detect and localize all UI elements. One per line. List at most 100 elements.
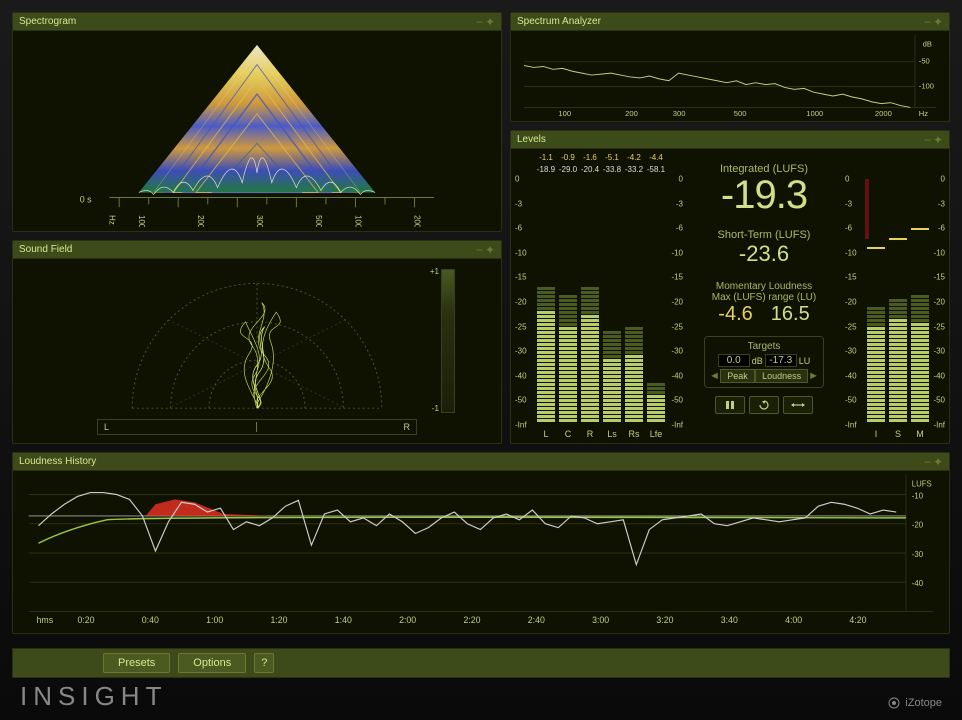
minimize-icon[interactable]: − (476, 16, 483, 28)
settings-icon[interactable]: ✦ (485, 16, 495, 28)
meter-M[interactable] (911, 179, 929, 423)
minimize-icon[interactable]: − (924, 456, 931, 468)
options-button[interactable]: Options (178, 653, 246, 673)
peak-readout: -1.6 (578, 153, 602, 162)
svg-text:1:00: 1:00 (206, 615, 223, 625)
link-button[interactable] (783, 396, 813, 414)
levels-title: Levels (517, 134, 546, 145)
meter-Ls[interactable] (603, 179, 621, 423)
spectrum-header: Spectrum Analyzer − ✦ (511, 13, 949, 31)
meter-L[interactable] (537, 179, 555, 423)
svg-text:300: 300 (673, 109, 686, 117)
settings-icon[interactable]: ✦ (933, 16, 943, 28)
svg-text:300: 300 (255, 215, 264, 227)
svg-text:dB: dB (923, 39, 932, 48)
ism-label: I (867, 429, 885, 439)
channel-label: L (537, 429, 555, 439)
meter-C[interactable] (559, 179, 577, 423)
svg-text:3:40: 3:40 (721, 615, 738, 625)
settings-icon[interactable]: ✦ (933, 134, 943, 146)
soundfield-lr-meter: L R (97, 419, 417, 435)
svg-text:-30: -30 (912, 550, 924, 559)
spectrogram-display[interactable]: 0 s Hz 100 200 300 500 1000 2000 (17, 35, 497, 227)
meter-R[interactable] (581, 179, 599, 423)
momentary-range: 16.5 (771, 303, 810, 326)
svg-text:LUFS: LUFS (912, 480, 932, 489)
spectrogram-controls: − ✦ (476, 16, 495, 28)
help-button[interactable]: ? (254, 653, 274, 673)
peak-indicator (889, 238, 907, 240)
soundfield-scale[interactable] (441, 269, 455, 413)
channel-label: R (581, 429, 599, 439)
svg-text:2000: 2000 (875, 109, 892, 117)
meter-Rs[interactable] (625, 179, 643, 423)
svg-text:1:20: 1:20 (270, 615, 287, 625)
spectrogram-title: Spectrogram (19, 16, 76, 27)
settings-icon[interactable]: ✦ (933, 456, 943, 468)
svg-text:100: 100 (137, 215, 146, 227)
reset-button[interactable] (749, 396, 779, 414)
targets-box: Targets dB LU ◄ Peak Loudness ► (704, 336, 824, 388)
meter-I[interactable] (867, 179, 885, 423)
minimize-icon[interactable]: − (924, 16, 931, 28)
levels-controls: − ✦ (924, 134, 943, 146)
minimize-icon[interactable]: − (476, 244, 483, 256)
history-panel: Loudness History − ✦ LUFS -10 -20 -30 -4… (12, 452, 950, 634)
minimize-icon[interactable]: − (924, 134, 931, 146)
settings-icon[interactable]: ✦ (485, 244, 495, 256)
prev-icon[interactable]: ◄ (709, 370, 720, 382)
svg-text:-20: -20 (912, 521, 924, 530)
rms-readout: -58.1 (642, 165, 670, 174)
svg-text:2:20: 2:20 (463, 615, 480, 625)
target-lu-input[interactable] (765, 354, 797, 367)
presets-button[interactable]: Presets (103, 653, 170, 673)
loudness-button[interactable]: Loudness (755, 369, 808, 383)
svg-text:100: 100 (558, 109, 571, 117)
svg-text:hms: hms (37, 615, 54, 625)
svg-text:1:40: 1:40 (335, 615, 352, 625)
soundfield-controls: − ✦ (476, 244, 495, 256)
integrated-value: -19.3 (721, 175, 807, 215)
channel-label: Ls (603, 429, 621, 439)
ism-label: S (889, 429, 907, 439)
soundfield-panel: Sound Field − ✦ (12, 240, 502, 444)
left-label: L (104, 422, 109, 432)
meter-S[interactable] (889, 179, 907, 423)
channel-meters: 0-3-6-10-15-20-25-30-40-50-Inf0-3-6-10-1… (515, 153, 683, 439)
lu-unit: LU (799, 356, 811, 366)
target-db-input[interactable] (718, 354, 750, 367)
soundfield-header: Sound Field − ✦ (13, 241, 501, 259)
vendor-icon (887, 696, 901, 710)
scale-max: +1 (430, 267, 439, 276)
spectrum-controls: − ✦ (924, 16, 943, 28)
momentary-label-2: Max (LUFS) range (LU) (712, 292, 816, 303)
spectrum-display[interactable]: dB -50 -100 100 200 300 500 1000 2000 Hz (515, 35, 945, 117)
history-controls: − ✦ (924, 456, 943, 468)
history-display[interactable]: LUFS -10 -20 -30 -40 hms0:200:401:001:20… (17, 475, 945, 629)
spectrum-title: Spectrum Analyzer (517, 16, 601, 27)
svg-text:0 s: 0 s (80, 194, 92, 204)
svg-text:-10: -10 (912, 491, 924, 500)
svg-text:3:20: 3:20 (656, 615, 673, 625)
history-header: Loudness History − ✦ (13, 453, 949, 471)
peak-indicator (867, 247, 885, 249)
channel-label: Rs (625, 429, 643, 439)
svg-text:0:40: 0:40 (142, 615, 159, 625)
spectrum-panel: Spectrum Analyzer − ✦ dB -50 -100 100 20… (510, 12, 950, 122)
history-title: Loudness History (19, 456, 96, 467)
next-icon[interactable]: ► (808, 370, 819, 382)
right-label: R (403, 422, 410, 432)
meter-Lfe[interactable] (647, 179, 665, 423)
svg-text:200: 200 (196, 215, 205, 227)
spectrogram-header: Spectrogram − ✦ (13, 13, 501, 31)
peak-button[interactable]: Peak (720, 369, 755, 383)
soundfield-display[interactable] (93, 269, 421, 413)
pause-button[interactable] (715, 396, 745, 414)
svg-text:200: 200 (625, 109, 638, 117)
svg-text:500: 500 (314, 215, 323, 227)
ism-meters: 0-3-6-10-15-20-25-30-40-50-Inf0-3-6-10-1… (845, 153, 945, 439)
scale-min: -1 (432, 404, 439, 413)
svg-text:-100: -100 (919, 81, 934, 90)
peak-readout: -0.9 (556, 153, 580, 162)
levels-header: Levels − ✦ (511, 131, 949, 149)
